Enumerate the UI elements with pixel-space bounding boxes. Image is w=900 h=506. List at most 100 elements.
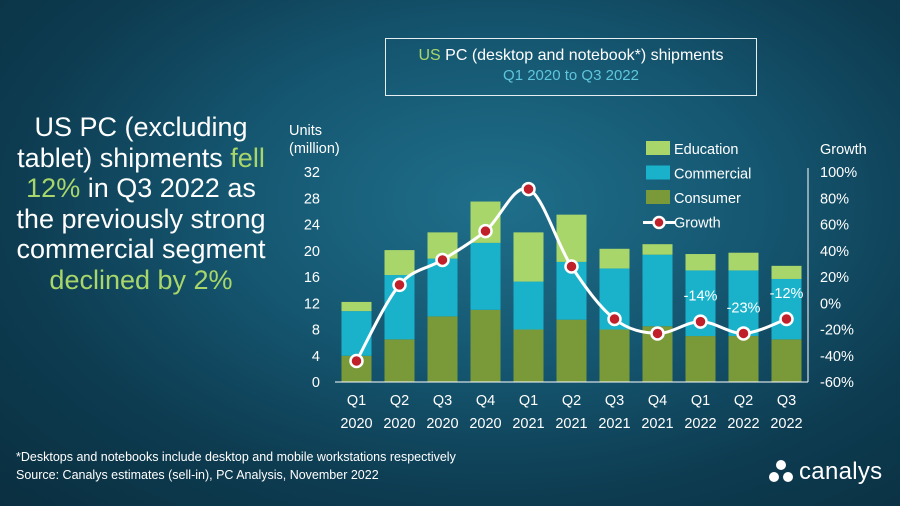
canalys-logo: canalys [768,458,882,486]
x-tick-quarter: Q2 [734,393,753,409]
x-tick-quarter: Q1 [519,393,538,409]
x-tick-year: 2020 [426,416,458,432]
legend-label: Growth [674,216,721,232]
headline-highlight-1: fell 12% [26,142,265,204]
bar-commercial [341,311,372,356]
y-tick-left: 0 [312,375,320,391]
bar-consumer [599,329,630,382]
bar-education [642,244,673,255]
y-tick-right: 60% [820,218,849,234]
bar-education [556,214,587,262]
bar-commercial [513,281,544,330]
legend-swatch-consumer [646,190,670,204]
x-tick-quarter: Q3 [777,393,796,409]
bar-education [384,250,415,276]
y-axis-title-right: Growth [820,142,867,158]
headline: US PC (excluding tablet) shipments fell … [10,112,272,295]
chart-title-rest: PC (desktop and notebook*) shipments [445,47,724,64]
x-tick-quarter: Q3 [433,393,452,409]
chart-title: US PC (desktop and notebook*) shipments [386,47,756,65]
bar-commercial [642,254,673,327]
x-tick-quarter: Q3 [605,393,624,409]
x-tick-year: 2020 [340,416,372,432]
x-tick-quarter: Q2 [562,393,581,409]
x-tick-year: 2021 [641,416,673,432]
growth-data-label: -14% [684,289,718,305]
axes-group: 0 4 8 12 16 20 24 28 32 -60% -40% -20% 0% 20% 40% 60% 80… [289,123,867,432]
x-tick-year: 2020 [469,416,501,432]
x-tick-year: 2021 [598,416,630,432]
growth-data-label: -12% [770,286,804,302]
y-tick-right: 100% [820,165,857,181]
growth-point [435,252,450,268]
y-tick-left: 28 [304,191,320,207]
x-tick-year: 2022 [684,416,716,432]
legend-label: Consumer [674,191,741,207]
bar-commercial [728,270,759,337]
chart-title-box: US PC (desktop and notebook*) shipments … [385,38,757,96]
legend-label: Commercial [674,167,751,183]
growth-data-label: -23% [727,300,761,316]
y-tick-right: 20% [820,270,849,286]
chart-subtitle: Q1 2020 to Q3 2022 [503,67,639,84]
legend-swatch-growth-marker [652,215,666,230]
x-tick-year: 2022 [727,416,759,432]
bar-education [599,248,630,269]
growth-point [693,314,708,329]
legend-swatch-commercial [646,165,670,180]
bar-commercial [427,258,458,317]
bar-consumer [771,339,802,382]
canalys-logo-icon [769,460,793,482]
bar-education [728,252,759,271]
growth-point [478,223,493,239]
x-tick-year: 2022 [770,416,802,432]
footnote: *Desktops and notebooks include desktop … [16,450,456,464]
headline-text-2: in Q3 2022 as the previously strong comm… [16,173,266,264]
y-tick-right: 0% [820,296,841,312]
headline-text-3: by 2% [157,264,233,295]
legend-group: Education Commercial Consumer Growth [643,141,751,232]
growth-point [736,326,751,341]
y-tick-left: 32 [304,165,320,181]
x-tick-year: 2020 [383,416,415,432]
y-tick-left: 4 [312,349,320,365]
x-tick-quarter: Q2 [390,393,409,409]
growth-point [564,259,579,274]
y-tick-left: 20 [304,244,320,260]
legend-swatch-education [646,141,670,155]
bars-group [341,201,802,382]
bar-consumer [685,336,716,382]
growth-point [392,277,407,293]
x-tick-quarter: Q4 [648,393,667,409]
legend-label: Education [674,142,739,158]
y-axis-title-left: Units [289,123,322,139]
canalys-logo-text: canalys [799,458,883,485]
x-tick-quarter: Q1 [347,393,366,409]
x-tick-quarter: Q1 [691,393,710,409]
bar-education [513,232,544,282]
bar-consumer [427,316,458,382]
bar-consumer [728,336,759,382]
x-tick-year: 2021 [512,416,544,432]
bar-consumer [556,319,587,382]
y-tick-right: -40% [820,349,854,365]
growth-point [521,181,536,197]
y-tick-right: 80% [820,191,849,207]
y-tick-right: -20% [820,323,854,339]
y-axis-title-left: (million) [289,141,340,157]
growth-point [779,311,794,327]
bar-commercial [470,242,501,310]
headline-highlight-2: declined [49,264,150,295]
bar-education [685,254,716,271]
y-tick-right: 40% [820,244,849,260]
headline-text-1: US PC (excluding tablet) shipments [17,112,248,173]
y-tick-left: 12 [304,296,320,312]
bar-education [771,265,802,279]
x-tick-year: 2021 [555,416,587,432]
growth-point [650,326,665,341]
bar-education [341,301,372,312]
bar-commercial [771,278,802,340]
y-tick-left: 16 [304,270,320,286]
growth-point [607,311,622,327]
